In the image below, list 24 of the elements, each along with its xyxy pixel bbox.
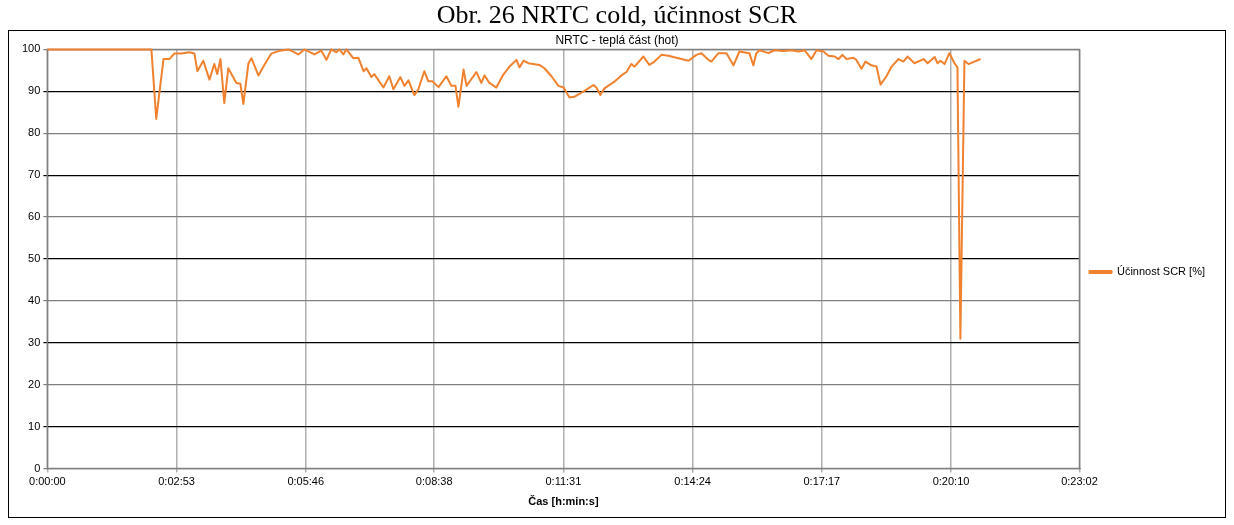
x-tick-label: 0:08:38: [415, 475, 453, 488]
x-tick-label: 0:02:53: [158, 475, 195, 488]
x-axis-title: Čas [h:min:s]: [528, 495, 599, 508]
x-tick-label: 0:20:10: [932, 475, 970, 488]
y-tick-label: 60: [28, 210, 41, 223]
y-tick-label: 0: [34, 461, 41, 474]
y-tick-label: 70: [28, 168, 41, 181]
legend-label: Účinnost SCR [%]: [1116, 265, 1205, 278]
y-tick-label: 10: [28, 419, 41, 432]
chart-subtitle: NRTC - teplá část (hot): [555, 32, 679, 47]
y-tick-label: 50: [28, 252, 41, 265]
x-tick-label: 0:17:17: [803, 475, 841, 488]
chart-title: Obr. 26 NRTC cold, účinnost SCR: [435, 0, 799, 30]
y-tick-label: 80: [28, 126, 41, 139]
x-tick-label: 0:00:00: [29, 475, 66, 488]
y-tick-label: 40: [28, 293, 41, 306]
x-tick-label: 0:23:02: [1061, 475, 1098, 488]
y-tick-label: 100: [21, 42, 41, 55]
x-tick-label: 0:14:24: [674, 475, 711, 488]
x-tick-label: 0:11:31: [545, 475, 582, 488]
y-tick-label: 90: [28, 84, 41, 97]
x-tick-label: 0:05:46: [287, 475, 325, 488]
y-tick-label: 20: [28, 377, 41, 390]
y-tick-label: 30: [28, 335, 41, 348]
